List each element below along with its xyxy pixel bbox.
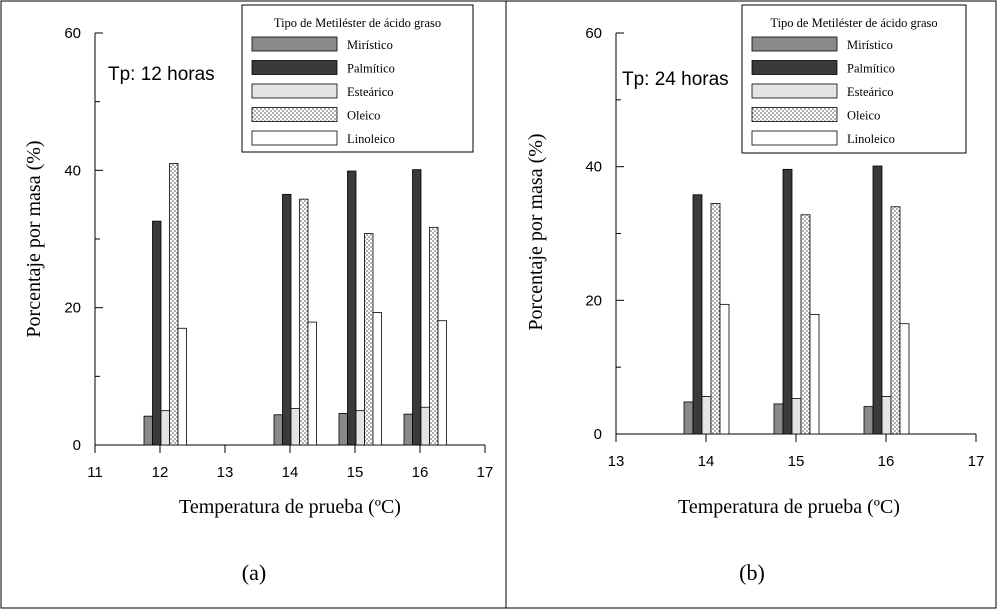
legend-a-label-linoleico: Linoleico <box>347 132 395 146</box>
panel-b-frame <box>505 0 997 609</box>
panel-b-xlabel: Temperatura de prueba (ºC) <box>678 496 900 518</box>
bar-a-15-palmitico <box>347 170 357 446</box>
legend-b-label-linoleico: Linoleico <box>847 132 895 146</box>
panel-a-xlabel: Temperatura de prueba (ºC) <box>179 496 401 518</box>
panel-b-legend-title: Tipo de Metiléster de ácido graso <box>770 16 937 30</box>
panel-a-x-tick-label: 13 <box>217 464 234 481</box>
bar-a-15-estearico <box>355 410 365 446</box>
panel-a-legend: Tipo de Metiléster de ácido graso Mirísti… <box>241 4 474 153</box>
panel-b-x-tick-label: 17 <box>968 453 985 470</box>
legend-a-label-estearico: Esteárico <box>347 85 394 99</box>
panel-b-y-tick-label: 40 <box>585 159 602 176</box>
bar-b-16-oleico <box>890 206 901 435</box>
bar-a-15-oleico <box>364 233 374 446</box>
legend-a-swatch-miristico <box>251 36 338 52</box>
panel-a-label: (a) <box>242 560 266 585</box>
bar-b-14-palmitico <box>692 194 703 435</box>
bar-b-16-linoleico <box>899 323 910 435</box>
bar-a-12-oleico <box>169 163 179 446</box>
panel-b-axes: 0 20 40 60 13 14 15 16 17 <box>585 25 984 470</box>
legend-b-swatch-linoleico <box>751 130 838 146</box>
bar-a-14-linoleico <box>307 321 317 446</box>
panel-b: 0 20 40 60 13 14 15 16 17 Tp: 24 horas Temperatu… <box>525 4 984 585</box>
panel-a-legend-title: Tipo de Metiléster de ácido graso <box>274 16 441 30</box>
bar-a-14-estearico <box>290 408 300 446</box>
panel-a-ylabel: Porcentaje por masa (%) <box>23 140 45 337</box>
panel-a-x-tick-label: 11 <box>87 464 103 481</box>
bar-b-15-estearico <box>791 398 802 435</box>
panel-a-y-tick-label: 60 <box>64 25 81 42</box>
panel-b-x-tick-label: 14 <box>698 453 715 470</box>
bar-b-14-miristico <box>683 401 694 435</box>
legend-b-label-estearico: Esteárico <box>847 85 894 99</box>
bar-a-16-linoleico <box>437 320 447 446</box>
bar-b-14-linoleico <box>719 303 730 435</box>
panel-a-x-tick-label: 15 <box>347 464 364 481</box>
bar-b-15-oleico <box>800 214 811 435</box>
panel-a-x-tick-label: 14 <box>282 464 299 481</box>
panel-b-y-tick-label: 60 <box>585 25 602 42</box>
panel-a-x-tick-label: 16 <box>412 464 429 481</box>
legend-a-swatch-palmitico <box>251 60 338 75</box>
panel-a-bars <box>143 163 447 446</box>
bar-a-16-oleico <box>429 226 439 446</box>
bar-b-15-palmitico <box>782 168 793 435</box>
bar-b-14-oleico <box>710 203 721 435</box>
bar-b-15-linoleico <box>809 313 820 435</box>
bar-a-15-miristico <box>338 413 348 446</box>
panel-b-x-tick-label: 13 <box>608 453 625 470</box>
panel-b-y-tick-label: 20 <box>585 292 602 309</box>
bar-a-12-miristico <box>143 415 153 446</box>
legend-b-label-oleico: Oleico <box>847 109 880 123</box>
panel-a-x-tick-label: 17 <box>477 464 494 481</box>
bar-a-15-linoleico <box>372 312 382 446</box>
bar-a-14-palmitico <box>282 193 292 446</box>
legend-a-swatch-estearico <box>251 83 338 99</box>
panel-b-x-tick-label: 15 <box>788 453 805 470</box>
bar-b-16-palmitico <box>872 165 883 435</box>
panel-b-label: (b) <box>739 560 765 585</box>
legend-b-label-miristico: Mirístico <box>847 38 893 52</box>
panel-a-legend-box <box>241 4 474 153</box>
legend-a-label-palmitico: Palmítico <box>347 62 395 76</box>
panel-a-x-tick-label: 12 <box>152 464 169 481</box>
panel-a-annotation: Tp: 12 horas <box>108 64 215 85</box>
legend-b-swatch-oleico <box>751 107 838 122</box>
panel-a: 0 20 40 60 11 12 13 14 15 16 17 Tp: 12 horas Tempe… <box>23 4 494 585</box>
bar-b-14-estearico <box>701 396 712 435</box>
bar-a-12-estearico <box>160 410 170 446</box>
panel-a-y-tick-label: 40 <box>64 162 81 179</box>
legend-a-swatch-oleico <box>251 107 338 122</box>
legend-b-label-palmitico: Palmítico <box>847 62 895 76</box>
bar-a-12-palmitico <box>152 220 162 446</box>
panel-b-ylabel: Porcentaje por masa (%) <box>525 133 547 330</box>
legend-a-label-oleico: Oleico <box>347 109 380 123</box>
panel-b-bars <box>683 165 910 435</box>
panel-a-y-tick-label: 20 <box>64 300 81 317</box>
bar-a-16-estearico <box>420 406 430 446</box>
legend-a-swatch-linoleico <box>251 130 338 146</box>
bar-a-14-miristico <box>273 414 283 446</box>
bar-a-16-palmitico <box>412 169 422 446</box>
bar-b-15-miristico <box>773 403 784 435</box>
legend-a-label-miristico: Mirístico <box>347 38 393 52</box>
bar-a-14-oleico <box>299 198 309 446</box>
bar-b-16-estearico <box>881 396 892 435</box>
legend-b-swatch-miristico <box>751 36 838 52</box>
legend-b-swatch-palmitico <box>751 60 838 75</box>
panel-a-y-tick-label: 0 <box>73 437 81 454</box>
bar-b-16-miristico <box>863 406 874 435</box>
panel-b-legend-box <box>741 4 967 154</box>
legend-b-swatch-estearico <box>751 83 838 99</box>
bar-a-16-miristico <box>403 413 413 446</box>
panel-b-legend: Tipo de Metiléster de ácido graso Mirísti… <box>741 4 967 154</box>
bar-a-12-linoleico <box>177 327 187 446</box>
panel-b-x-tick-label: 16 <box>878 453 895 470</box>
panel-b-annotation: Tp: 24 horas <box>622 69 729 90</box>
panel-b-y-tick-label: 0 <box>594 426 602 443</box>
